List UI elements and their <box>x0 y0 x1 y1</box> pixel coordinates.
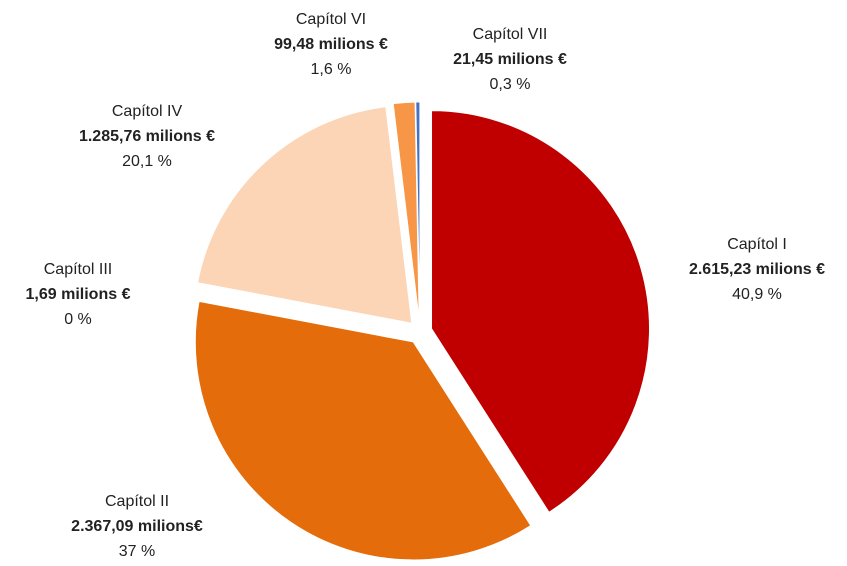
slice-label: Capítol III <box>44 261 112 278</box>
slice-label: Capítol IV <box>112 103 183 120</box>
slice-label: Capítol VII <box>473 26 548 43</box>
amount-label: 21,45 milions € <box>453 51 567 68</box>
pie-slice <box>194 300 532 561</box>
value-label: 0,3 % <box>490 76 531 93</box>
value-label: 1,6 % <box>311 61 352 78</box>
pie-slice <box>415 101 421 321</box>
value-label: 40,9 % <box>732 286 782 303</box>
value-label: 37 % <box>119 543 155 560</box>
slice-label: Capítol I <box>727 236 787 253</box>
amount-label: 1.285,76 milions € <box>79 128 215 145</box>
amount-label: 2.367,09 milions€ <box>71 518 203 535</box>
value-label: 0 % <box>64 311 92 328</box>
value-label: 20,1 % <box>122 153 172 170</box>
pie-slice <box>197 106 413 324</box>
slice-label: Capítol II <box>105 493 169 510</box>
slice-label: Capítol VI <box>296 11 366 28</box>
amount-label: 2.615,23 milions € <box>689 261 825 278</box>
amount-label: 99,48 milions € <box>274 36 388 53</box>
pie-slice <box>431 110 651 513</box>
amount-label: 1,69 milions € <box>26 286 131 303</box>
pie-slice <box>193 288 409 331</box>
pie-slice <box>392 101 420 321</box>
